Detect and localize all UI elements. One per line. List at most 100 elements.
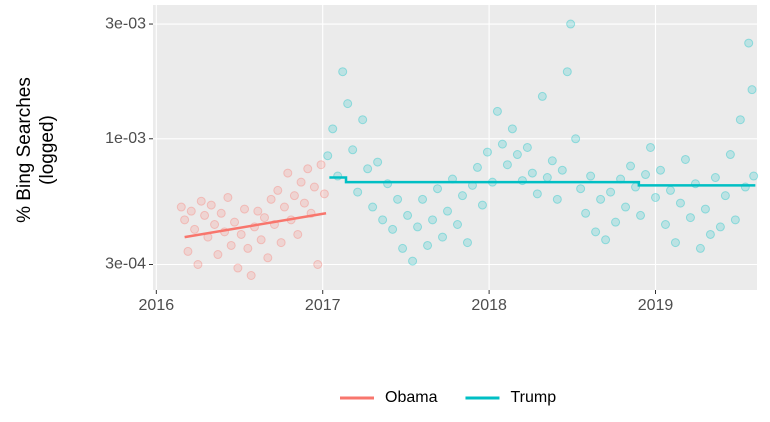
point [562,67,572,77]
point [532,189,542,199]
point [452,220,462,230]
point [636,210,646,220]
point [183,246,193,256]
point [180,215,190,225]
point [606,187,616,197]
point [670,238,680,248]
point [547,156,557,166]
point [512,150,522,160]
point [353,187,363,197]
point [705,229,715,239]
point [492,106,502,116]
point [611,217,621,227]
point [196,196,206,206]
point [730,215,740,225]
point [477,200,487,210]
point [273,185,283,195]
legend: Obama Trump [340,389,556,406]
point [309,182,319,192]
point [418,194,428,204]
point [472,162,482,172]
point [303,164,313,174]
y-axis-title: % Bing Searches [14,77,35,223]
point [522,142,532,152]
panel [153,5,757,290]
y-tick-label: 3e-04 [105,256,146,273]
point [482,147,492,157]
point [368,202,378,212]
point [348,145,358,155]
point [316,160,326,170]
point [747,85,757,95]
point [725,150,735,160]
x-tick-label: 2019 [638,297,674,314]
point [210,220,220,230]
trend-line [184,212,327,239]
point [246,271,256,281]
point [438,232,448,242]
point [279,202,289,212]
point [710,173,720,183]
y-tick-label: 3e-03 [105,15,146,32]
point [403,210,413,220]
point [596,194,606,204]
point [328,124,338,134]
point [507,124,517,134]
point [576,184,586,194]
point [358,115,368,125]
legend-label: Trump [510,389,556,406]
point [236,229,246,239]
point [296,177,306,187]
point [190,224,200,234]
point [527,168,537,178]
point [502,160,512,170]
point [457,191,467,201]
x-tick-label: 2018 [471,297,507,314]
point [363,164,373,174]
y-axis-title: (logged) [37,115,58,185]
legend-label: Obama [385,389,438,406]
point [443,206,453,216]
point [176,202,186,212]
point [462,238,472,248]
point [289,191,299,201]
point [299,198,309,208]
point [655,165,665,175]
point [413,222,423,232]
point [557,165,567,175]
point [233,263,243,273]
point [433,184,443,194]
point [343,99,353,109]
point [216,208,226,218]
point [675,198,685,208]
point [206,200,216,210]
point [338,67,348,77]
point [749,171,759,181]
grid [153,5,757,290]
point [641,170,651,180]
point [223,192,233,202]
point [408,256,418,266]
point [680,154,690,164]
x-tick-label: 2017 [305,297,341,314]
point [566,19,576,29]
point [333,171,343,181]
point [621,202,631,212]
point [660,220,670,230]
trend-lines [184,176,756,239]
point [283,168,293,178]
point [685,213,695,223]
point [373,157,383,167]
point [601,235,611,245]
point [571,134,581,144]
point [537,91,547,101]
point [193,259,203,269]
point [323,151,333,161]
point [226,240,236,250]
points [176,19,759,281]
point [213,250,223,260]
point [259,213,269,223]
point [240,204,250,214]
point [293,229,303,239]
point [319,189,329,199]
